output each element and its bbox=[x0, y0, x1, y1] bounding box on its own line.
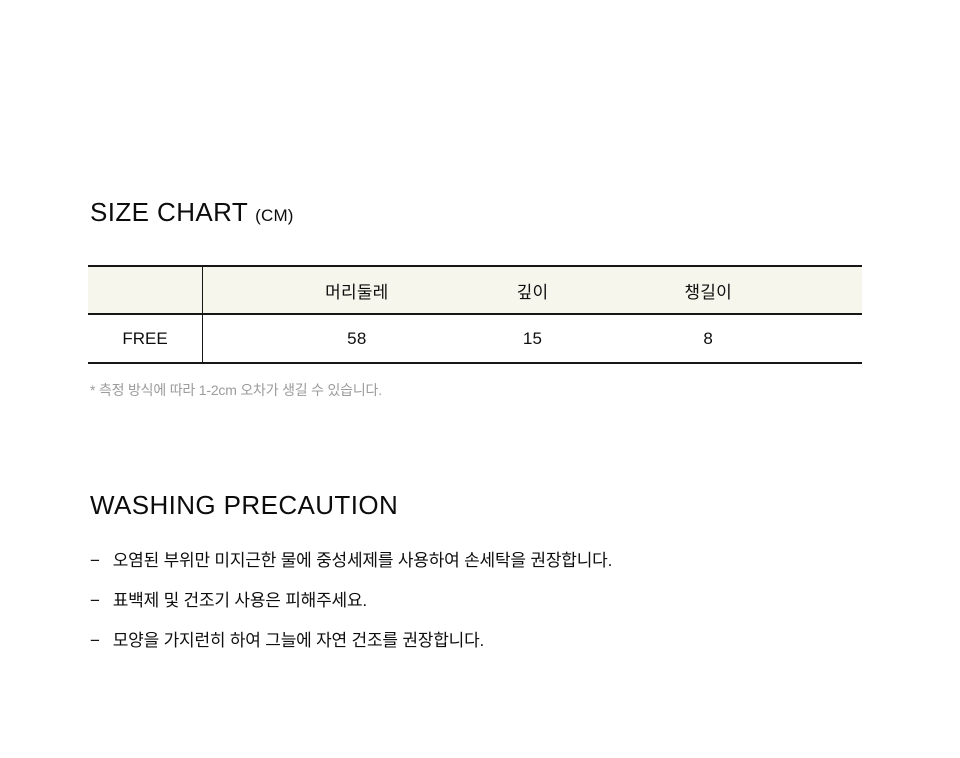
size-table-header-cells: 머리둘레 깊이 챙길이 bbox=[203, 267, 862, 313]
washing-precaution-title: WASHING PRECAUTION bbox=[90, 490, 399, 520]
size-table-value-brim-length: 8 bbox=[703, 328, 713, 348]
bullet-dash: − bbox=[90, 591, 100, 610]
size-chart-title: SIZE CHART (CM) bbox=[90, 197, 294, 228]
size-table-header-depth: 깊이 bbox=[516, 282, 549, 302]
bullet-dash: − bbox=[90, 631, 100, 650]
measurement-tolerance-note: * 측정 방식에 따라 1-2cm 오차가 생길 수 있습니다. bbox=[90, 382, 382, 398]
size-table-header-row: 머리둘레 깊이 챙길이 bbox=[88, 267, 862, 315]
size-chart-unit: (CM) bbox=[255, 206, 294, 225]
washing-item: − 오염된 부위만 미지근한 물에 중성세제를 사용하여 손세탁을 권장합니다. bbox=[90, 551, 612, 571]
washing-item-text: 표백제 및 건조기 사용은 피해주세요. bbox=[112, 591, 367, 610]
size-table: 머리둘레 깊이 챙길이 FREE 58 15 8 bbox=[88, 265, 862, 364]
washing-item-text: 모양을 가지런히 하여 그늘에 자연 건조를 권장합니다. bbox=[112, 631, 485, 650]
size-table-data-cells: 58 15 8 bbox=[203, 315, 862, 362]
washing-item: − 모양을 가지런히 하여 그늘에 자연 건조를 권장합니다. bbox=[90, 631, 612, 651]
size-table-header-brim-length: 챙길이 bbox=[684, 282, 732, 302]
size-table-value-depth: 15 bbox=[522, 328, 543, 348]
size-table-header-head-circumference: 머리둘레 bbox=[325, 282, 389, 302]
size-table-value-head-circumference: 58 bbox=[347, 328, 367, 348]
washing-item-text: 오염된 부위만 미지근한 물에 중성세제를 사용하여 손세탁을 권장합니다. bbox=[112, 551, 613, 570]
size-chart-title-text: SIZE CHART bbox=[90, 197, 249, 227]
size-table-row-label: FREE bbox=[88, 315, 203, 362]
bullet-dash: − bbox=[90, 551, 100, 570]
washing-item: − 표백제 및 건조기 사용은 피해주세요. bbox=[90, 591, 612, 611]
size-table-data-row: FREE 58 15 8 bbox=[88, 315, 862, 362]
washing-precaution-list: − 오염된 부위만 미지근한 물에 중성세제를 사용하여 손세탁을 권장합니다.… bbox=[90, 551, 612, 671]
size-table-corner-cell bbox=[88, 267, 203, 313]
